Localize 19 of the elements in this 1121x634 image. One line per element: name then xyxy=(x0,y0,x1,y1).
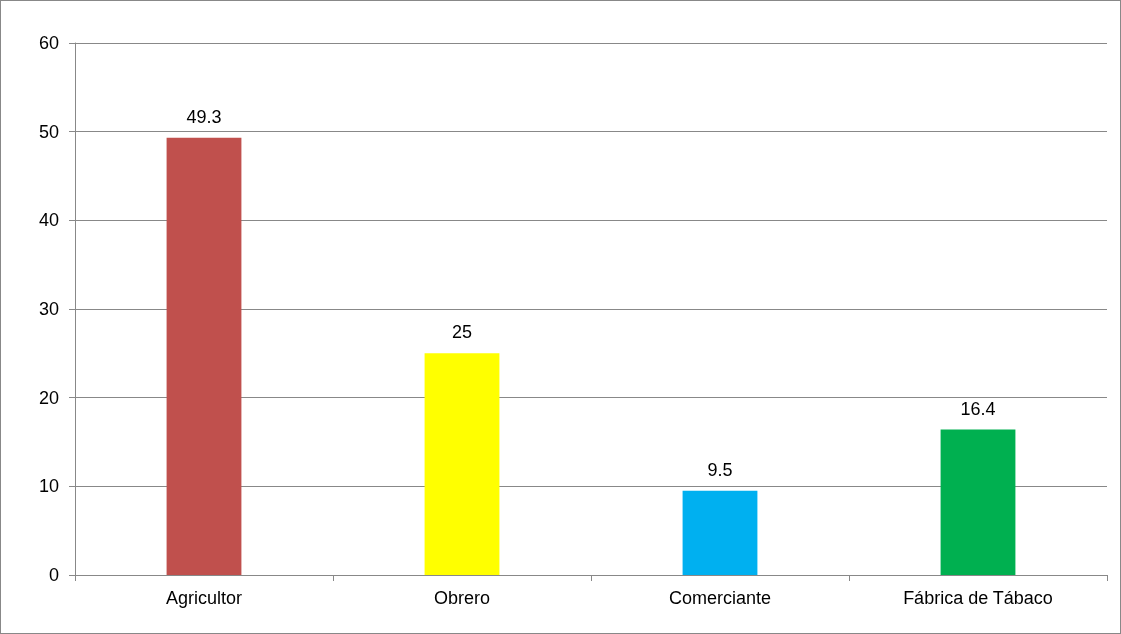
y-tick-label: 50 xyxy=(38,121,59,142)
data-label: 9.5 xyxy=(707,459,733,480)
x-tick-label: Obrero xyxy=(433,588,491,608)
y-tick-label: 20 xyxy=(38,387,59,408)
y-tick-label: 40 xyxy=(38,210,59,231)
data-label: 25 xyxy=(451,322,473,343)
y-tick-label: 10 xyxy=(38,476,59,497)
bar xyxy=(682,490,758,575)
x-tick-label: Fábrica de Tábaco xyxy=(903,588,1053,608)
bar xyxy=(166,137,242,575)
data-label: 49.3 xyxy=(186,106,222,127)
y-tick-label: 60 xyxy=(38,33,59,53)
data-label: 16.4 xyxy=(960,398,996,419)
y-tick-label: 30 xyxy=(38,299,59,319)
bar xyxy=(940,429,1016,575)
x-tick-label: Agricultor xyxy=(165,588,243,608)
y-tick-label: 0 xyxy=(48,565,59,585)
bar xyxy=(424,353,500,575)
x-tick-label: Comerciante xyxy=(668,588,772,608)
